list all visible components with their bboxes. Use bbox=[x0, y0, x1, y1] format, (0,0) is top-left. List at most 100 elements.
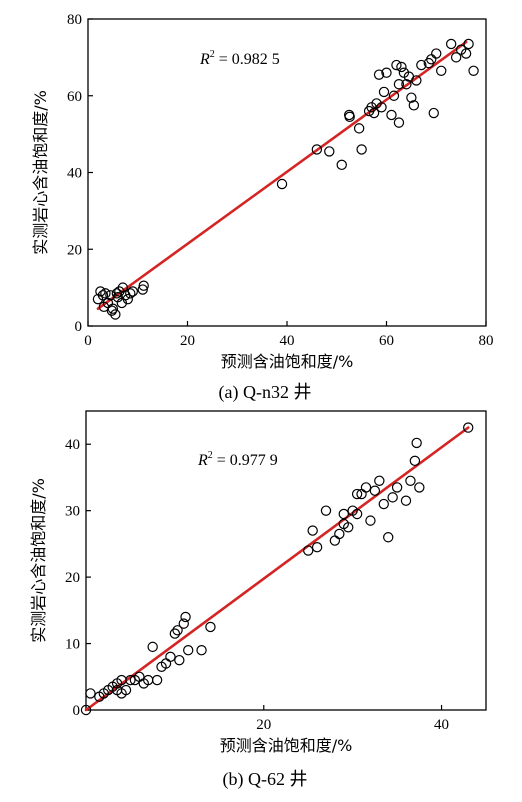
chart-caption: (a) Q-n32 井 bbox=[219, 382, 312, 403]
x-tick-label: 0 bbox=[84, 333, 92, 349]
data-point bbox=[405, 475, 416, 486]
y-tick-label: 30 bbox=[65, 504, 80, 520]
data-point bbox=[368, 107, 380, 119]
data-point bbox=[360, 482, 372, 493]
y-tick-label: 40 bbox=[65, 437, 80, 453]
data-point bbox=[351, 508, 363, 520]
data-point bbox=[151, 674, 163, 686]
data-point bbox=[125, 288, 136, 299]
data-point bbox=[97, 290, 109, 301]
data-point bbox=[400, 495, 412, 506]
r-squared-annotation: R2 = 0.982 5 bbox=[199, 49, 280, 68]
data-point bbox=[450, 52, 462, 63]
data-point bbox=[460, 48, 472, 59]
data-point bbox=[174, 654, 185, 666]
data-point bbox=[180, 611, 191, 623]
data-point bbox=[320, 505, 332, 516]
data-point bbox=[147, 641, 158, 653]
data-point bbox=[196, 645, 207, 656]
data-point bbox=[334, 528, 345, 540]
chart-q-62: 20 40 0 10 20 30 40 R2 = 0.977 9 预测含油饱和度/% 实测岩… bbox=[29, 410, 487, 790]
data-point bbox=[463, 422, 474, 433]
data-point bbox=[416, 59, 427, 71]
y-tick-label: 0 bbox=[75, 319, 83, 335]
data-point bbox=[110, 309, 121, 320]
data-point bbox=[383, 532, 394, 543]
y-tick-label: 0 bbox=[73, 703, 81, 719]
data-point bbox=[172, 625, 183, 636]
x-tick-label: 20 bbox=[180, 333, 195, 349]
data-point bbox=[353, 123, 365, 134]
y-tick-label: 40 bbox=[67, 166, 82, 182]
data-point bbox=[436, 65, 447, 77]
y-tick-label: 60 bbox=[67, 89, 82, 105]
chart-caption: (b) Q-62 井 bbox=[223, 769, 308, 790]
y-tick-label: 20 bbox=[65, 570, 80, 586]
data-point bbox=[105, 290, 116, 301]
data-point bbox=[329, 535, 341, 546]
data-point bbox=[106, 305, 118, 316]
data-point bbox=[324, 146, 335, 157]
data-point bbox=[431, 48, 442, 59]
y-tick-label: 80 bbox=[67, 12, 82, 28]
data-point bbox=[411, 437, 422, 449]
x-axis-label: 预测含油饱和度/% bbox=[221, 352, 354, 371]
x-tick-label: 80 bbox=[479, 333, 494, 349]
data-point bbox=[127, 286, 138, 297]
fit-line bbox=[96, 40, 468, 311]
data-point bbox=[381, 67, 392, 78]
x-tick-label: 20 bbox=[256, 717, 271, 733]
data-point bbox=[307, 525, 318, 536]
data-point bbox=[138, 280, 149, 291]
data-point bbox=[336, 159, 347, 171]
data-point bbox=[205, 621, 216, 633]
data-point bbox=[344, 111, 355, 123]
data-point bbox=[165, 651, 176, 663]
data-point bbox=[169, 628, 181, 639]
data-point bbox=[351, 488, 363, 500]
data-point bbox=[406, 92, 417, 103]
data-point bbox=[401, 79, 412, 90]
data-point bbox=[100, 288, 111, 299]
data-point bbox=[120, 684, 132, 696]
data-point bbox=[386, 109, 397, 121]
data-point bbox=[391, 482, 403, 493]
data-point bbox=[374, 475, 385, 486]
data-point bbox=[463, 38, 474, 50]
data-point bbox=[409, 455, 421, 467]
data-point bbox=[356, 144, 367, 155]
y-axis-label: 实测岩心含油饱和度/% bbox=[29, 478, 48, 643]
data-point bbox=[393, 79, 405, 90]
x-tick-label: 60 bbox=[379, 333, 394, 349]
data-points bbox=[80, 422, 474, 716]
data-point bbox=[408, 100, 420, 111]
y-tick-label: 10 bbox=[65, 637, 80, 653]
y-axis-label: 实测岩心含油饱和度/% bbox=[31, 90, 50, 255]
data-point bbox=[107, 303, 119, 314]
data-point bbox=[117, 282, 129, 293]
data-point bbox=[414, 482, 425, 493]
data-point bbox=[338, 508, 349, 520]
data-point bbox=[311, 542, 323, 553]
x-tick-label: 40 bbox=[280, 333, 295, 349]
data-point bbox=[122, 293, 134, 305]
data-point bbox=[393, 117, 405, 128]
data-point bbox=[125, 674, 136, 686]
data-point bbox=[365, 515, 376, 526]
x-axis-label: 预测含油饱和度/% bbox=[220, 736, 353, 755]
data-point bbox=[276, 178, 288, 190]
y-tick-label: 20 bbox=[67, 242, 82, 258]
data-point bbox=[303, 545, 314, 556]
data-point bbox=[80, 704, 92, 716]
data-point bbox=[114, 286, 125, 297]
data-point bbox=[378, 498, 389, 510]
fit-line bbox=[84, 426, 470, 712]
axis-ticks: 20 40 0 10 20 30 40 bbox=[65, 437, 449, 733]
data-point bbox=[376, 102, 387, 113]
data-point bbox=[396, 61, 407, 73]
data-point bbox=[183, 645, 194, 656]
data-point bbox=[387, 492, 398, 503]
data-point bbox=[411, 75, 422, 86]
data-point bbox=[388, 90, 400, 101]
